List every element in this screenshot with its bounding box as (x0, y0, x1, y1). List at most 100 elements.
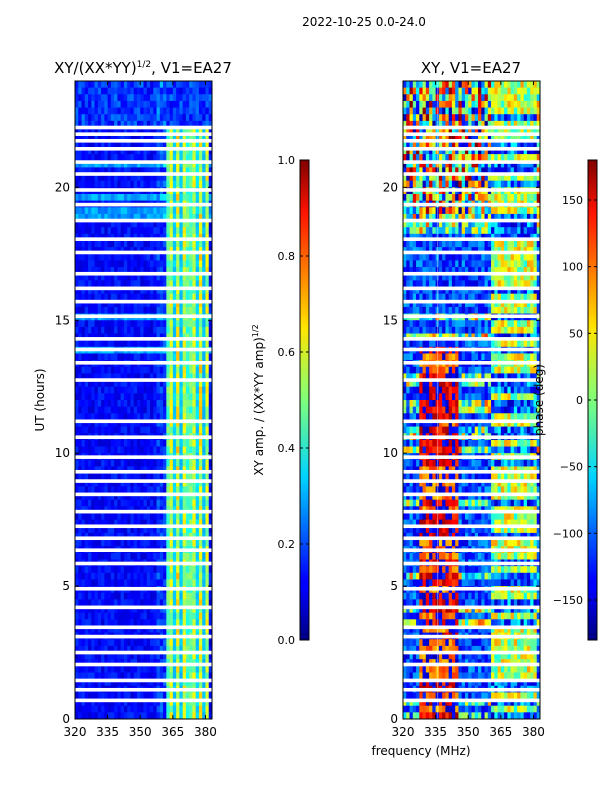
heatmap-cell (75, 326, 79, 335)
heatmap-cell (91, 273, 96, 281)
heatmap-cell (429, 94, 433, 102)
heatmap-cell (133, 280, 138, 288)
heatmap-cell (150, 579, 154, 587)
heatmap-cell (104, 300, 109, 308)
heatmap-cell (140, 705, 145, 713)
heatmap-cell (81, 114, 86, 122)
heatmap-cell (110, 459, 115, 468)
heatmap-cell (88, 154, 92, 162)
heatmap-cell (130, 213, 135, 222)
heatmap-cell (182, 87, 187, 95)
heatmap-cell (179, 180, 184, 188)
heatmap-cell (163, 147, 167, 155)
heatmap-cell (91, 300, 96, 308)
heatmap-cell (520, 167, 525, 175)
heatmap-cell (97, 373, 102, 381)
heatmap-cell (179, 107, 184, 115)
heatmap-cell (136, 459, 141, 468)
heatmap-cell (208, 519, 212, 527)
heatmap-cell (150, 300, 154, 308)
heatmap-cell (120, 499, 125, 507)
heatmap-cell (97, 486, 102, 494)
heatmap-cell (412, 100, 417, 109)
heatmap-cell (88, 665, 92, 674)
heatmap-cell (140, 400, 145, 408)
heatmap-cell (94, 446, 99, 454)
heatmap-cell (208, 393, 212, 401)
heatmap-cell (208, 566, 212, 574)
heatmap-cell (75, 486, 79, 494)
heatmap-cell (91, 406, 96, 414)
heatmap-cell (130, 366, 135, 375)
heatmap-cell (130, 479, 135, 487)
heatmap-cell (176, 672, 180, 680)
heatmap-cell (84, 625, 89, 634)
heatmap-cell (208, 413, 212, 421)
heatmap-cell (130, 612, 135, 620)
heatmap-cell (136, 665, 141, 674)
heatmap-cell (169, 459, 174, 468)
heatmap-cell (133, 639, 138, 647)
heatmap-cell (163, 619, 167, 627)
heatmap-cell (91, 473, 96, 481)
heatmap-cell (208, 260, 212, 268)
heatmap-cell (451, 81, 456, 89)
heatmap-cell (75, 473, 79, 481)
heatmap-cell (97, 606, 102, 614)
heatmap-cell (497, 127, 502, 135)
heatmap-cell (484, 180, 489, 188)
heatmap-cell (166, 699, 171, 707)
heatmap-cell (205, 512, 210, 521)
heatmap-cell (104, 154, 109, 162)
heatmap-cell (107, 94, 112, 102)
heatmap-cell (146, 459, 151, 468)
heatmap-cell (169, 167, 174, 175)
heatmap-cell (127, 519, 132, 527)
heatmap-cell (192, 625, 197, 634)
heatmap-cell (143, 493, 148, 501)
heatmap-cell (182, 300, 187, 308)
heatmap-cell (133, 393, 138, 401)
heatmap-cell (104, 193, 109, 202)
heatmap-cell (208, 134, 212, 142)
heatmap-cell (163, 340, 167, 348)
heatmap-cell (406, 81, 411, 89)
heatmap-cell (192, 473, 197, 481)
heatmap-cell (150, 652, 154, 660)
heatmap-cell (117, 652, 122, 660)
heatmap-cell (438, 167, 443, 175)
heatmap-cell (429, 160, 433, 168)
heatmap-cell (198, 127, 203, 135)
heatmap-cell (159, 519, 164, 527)
heatmap-cell (120, 705, 125, 713)
heatmap-cell (195, 406, 200, 414)
heatmap-cell (403, 174, 407, 182)
heatmap-cell (166, 366, 171, 375)
heatmap-cell (130, 566, 135, 574)
heatmap-cell (163, 419, 167, 428)
heatmap-cell (419, 114, 424, 122)
heatmap-cell (133, 127, 138, 135)
heatmap-cell (101, 592, 105, 600)
heatmap-cell (156, 679, 161, 687)
heatmap-cell (192, 499, 197, 507)
heatmap-cell (182, 400, 187, 408)
heatmap-cell (97, 293, 102, 301)
heatmap-cell (182, 220, 187, 228)
heatmap-cell (403, 180, 407, 188)
heatmap-cell (442, 213, 446, 222)
heatmap-cell (208, 493, 212, 501)
heatmap-cell (192, 167, 197, 175)
heatmap-cell (500, 120, 505, 129)
heatmap-cell (127, 413, 132, 421)
heatmap-cell (146, 400, 151, 408)
heatmap-cell (169, 672, 174, 680)
heatmap-cell (169, 213, 174, 222)
flagged-gap (75, 509, 212, 514)
heatmap-cell (75, 353, 79, 361)
heatmap-cell (159, 645, 164, 654)
heatmap-cell (403, 127, 407, 135)
heatmap-cell (94, 273, 99, 281)
heatmap-cell (419, 193, 424, 202)
heatmap-cell (117, 287, 122, 295)
